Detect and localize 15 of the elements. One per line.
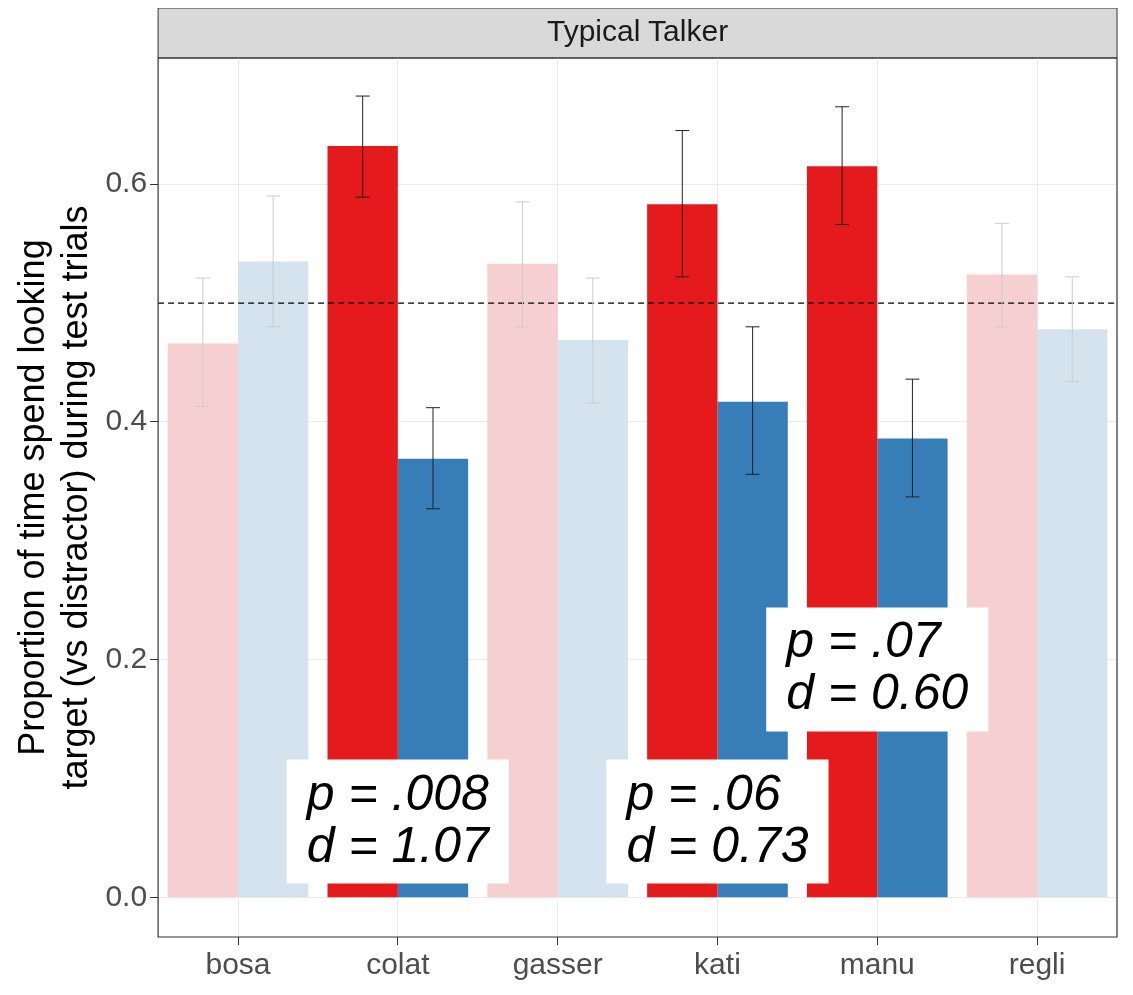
annotation: p = .06 d = 0.73: [624, 764, 809, 873]
x-tick-label: gasser: [512, 947, 603, 981]
chart-title: Typical Talker: [546, 14, 729, 48]
y-tick-label: 0.2: [105, 641, 148, 675]
y-tick-label: 0.0: [105, 879, 148, 913]
x-tick-label: colat: [366, 947, 431, 981]
x-tick-label: kati: [694, 947, 741, 981]
y-tick-label: 0.4: [105, 403, 148, 437]
x-tick-label: regli: [1008, 947, 1066, 981]
x-tick-label: manu: [839, 947, 915, 981]
y-tick-label: 0.6: [105, 165, 148, 199]
y-axis-title: Proportion of time spend looking target (vs distractor) during test trials: [10, 205, 95, 790]
x-tick-label: bosa: [205, 947, 271, 981]
annotation: p = .07 d = 0.60: [784, 612, 969, 721]
annotation: p = .008 d = 1.07: [304, 764, 492, 873]
